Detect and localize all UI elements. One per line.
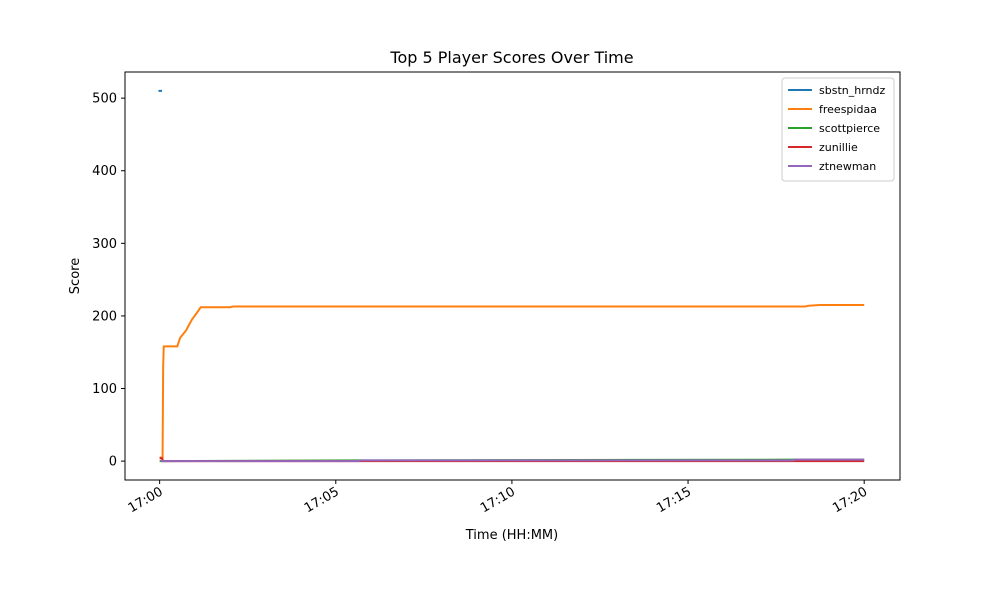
- x-axis-label: Time (HH:MM): [465, 528, 558, 543]
- y-tick-label: 500: [92, 92, 117, 107]
- y-tick-label: 200: [92, 309, 117, 324]
- y-tick-label: 100: [92, 382, 117, 397]
- legend-label: freespidaa: [819, 103, 877, 116]
- legend-label: sbstn_hrndz: [819, 84, 885, 97]
- legend-label: zunillie: [819, 141, 858, 154]
- series-line: [159, 304, 865, 459]
- legend-label: ztnewman: [819, 160, 876, 173]
- y-tick-label: 400: [92, 164, 117, 179]
- plot-frame: [124, 71, 901, 481]
- y-tick-label: 300: [92, 237, 117, 252]
- legend-label: scottpierce: [819, 122, 880, 135]
- y-axis-label: Score: [68, 258, 83, 294]
- y-tick-label: 0: [109, 455, 117, 470]
- legend-box: [781, 77, 895, 182]
- legend: sbstn_hrndz freespidaa scottpierce zunillie…: [781, 77, 895, 182]
- chart-title: Top 5 Player Scores Over Time: [389, 48, 633, 67]
- series-line: [160, 458, 865, 463]
